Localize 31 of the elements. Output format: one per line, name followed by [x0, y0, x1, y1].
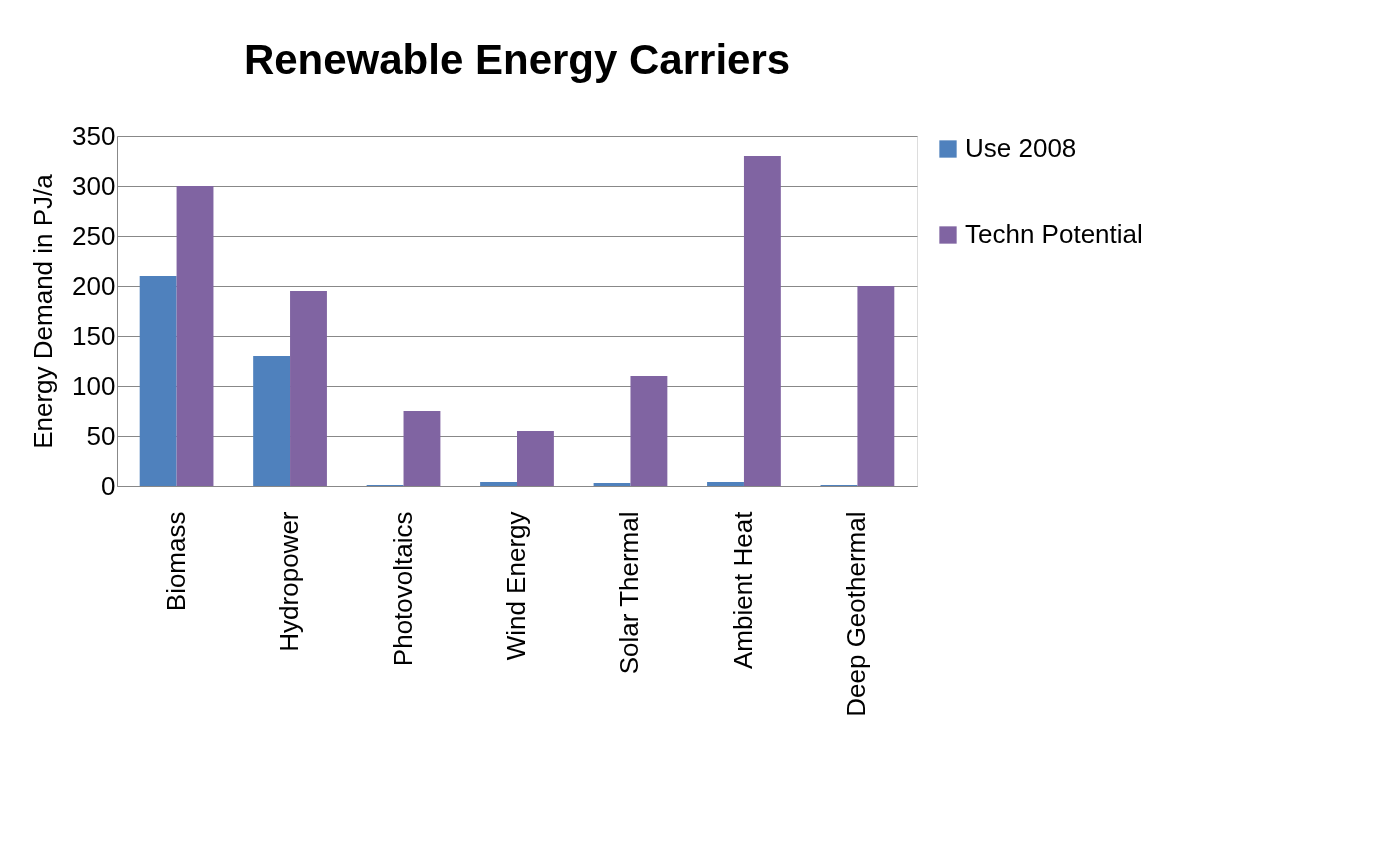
legend-label: Techn Potential	[965, 219, 1143, 249]
y-tick-label: 100	[72, 370, 116, 401]
x-tick-label: Wind Energy	[501, 511, 531, 661]
bar	[593, 483, 631, 486]
y-tick-label: 250	[72, 220, 116, 251]
bar	[630, 376, 668, 486]
y-tick-label: 300	[72, 170, 116, 201]
legend-label: Use 2008	[965, 133, 1077, 163]
bar	[176, 186, 214, 486]
x-tick-label: Ambient Heat	[727, 510, 758, 670]
x-tick-label: Biomass	[160, 511, 191, 612]
x-tick-label: Deep Geothermal	[841, 511, 872, 717]
bar	[743, 156, 781, 486]
y-tick-label: 50	[86, 420, 116, 451]
x-tick-label: Photovoltaics	[387, 511, 418, 667]
bar	[857, 286, 895, 486]
bar	[517, 431, 554, 486]
bar	[480, 482, 517, 486]
bar	[290, 291, 327, 486]
x-tick-label: Hydropower	[274, 511, 305, 652]
y-tick-label: 200	[72, 270, 116, 301]
y-tick-label: 350	[72, 120, 116, 151]
y-tick-label: 0	[101, 470, 116, 501]
y-tick-label: 150	[72, 320, 116, 351]
bar	[403, 411, 441, 486]
y-axis-title: Energy Demand in PJ/a	[28, 173, 59, 449]
bar	[139, 276, 177, 486]
chart-title: Renewable Energy Carriers	[243, 36, 791, 83]
bar	[253, 356, 291, 486]
x-tick-label: Solar Thermal	[614, 511, 645, 675]
bar	[707, 482, 744, 486]
